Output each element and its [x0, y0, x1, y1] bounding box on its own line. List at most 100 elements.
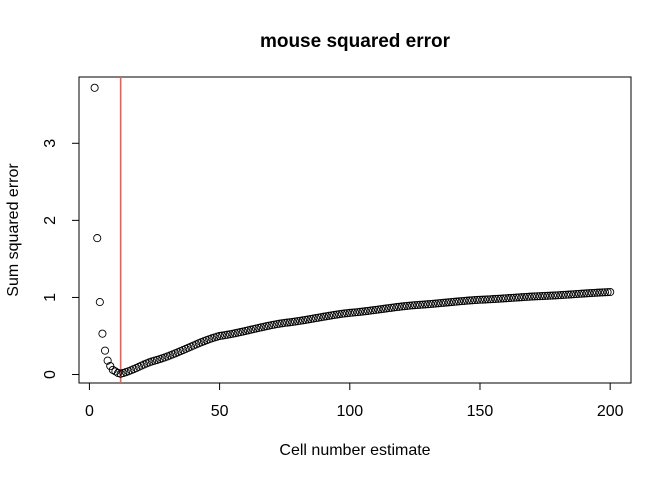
data-point	[481, 295, 490, 304]
data-point	[93, 234, 102, 243]
data-point	[324, 311, 334, 320]
x-tick-label: 100	[336, 403, 363, 420]
data-point	[501, 294, 511, 303]
data-point	[376, 305, 386, 314]
data-point	[220, 331, 229, 340]
data-point	[546, 291, 555, 300]
data-point	[314, 313, 323, 322]
data-point	[335, 310, 344, 319]
data-point	[218, 331, 227, 340]
data-point	[509, 293, 518, 302]
data-point	[363, 306, 373, 315]
data-point	[598, 288, 607, 297]
data-point	[358, 307, 367, 316]
data-point	[517, 293, 526, 302]
data-point	[100, 346, 110, 355]
data-point	[541, 291, 550, 300]
y-axis-label: Sum squared error	[5, 163, 22, 297]
data-point	[293, 317, 302, 326]
y-tick-label: 0	[42, 370, 59, 379]
data-point	[457, 297, 466, 306]
data-point	[475, 295, 485, 304]
data-point	[514, 293, 524, 302]
data-point	[374, 305, 383, 314]
data-point	[447, 298, 456, 307]
data-point	[533, 292, 542, 301]
plot-frame	[78, 76, 632, 384]
data-point	[382, 304, 391, 313]
data-point	[366, 306, 375, 315]
data-point	[442, 298, 451, 307]
y-tick-label: 2	[42, 216, 59, 225]
data-point	[311, 314, 320, 323]
data-point	[606, 287, 615, 297]
data-point	[530, 292, 539, 301]
data-point	[353, 308, 362, 317]
data-point	[593, 288, 602, 297]
data-point	[488, 295, 498, 304]
data-point	[223, 330, 232, 339]
chart-title: mouse squared error	[260, 31, 451, 52]
data-point	[413, 300, 422, 310]
data-point	[426, 299, 435, 309]
data-point	[429, 299, 438, 308]
data-point	[350, 308, 360, 317]
data-point	[600, 288, 610, 297]
data-point	[436, 299, 445, 308]
data-point	[431, 299, 440, 308]
data-point	[577, 289, 586, 298]
data-point	[327, 311, 336, 320]
data-point	[512, 293, 521, 302]
data-point	[582, 289, 591, 298]
data-point	[90, 83, 99, 92]
data-point	[496, 294, 505, 303]
data-point	[439, 298, 448, 307]
data-point	[452, 297, 461, 306]
data-point	[103, 356, 112, 365]
data-point	[564, 290, 573, 299]
data-point	[559, 290, 568, 299]
data-point	[288, 317, 297, 326]
data-point	[275, 319, 284, 328]
data-point	[569, 290, 578, 299]
data-point	[337, 309, 347, 318]
data-point	[449, 297, 458, 306]
data-point	[574, 289, 583, 298]
data-point	[345, 308, 354, 317]
data-point	[455, 297, 464, 306]
data-point	[410, 301, 419, 310]
data-point	[556, 291, 565, 300]
x-tick-label: 200	[597, 403, 624, 420]
data-point	[317, 313, 326, 322]
data-point	[465, 296, 474, 305]
data-point	[416, 300, 425, 309]
data-point	[567, 290, 576, 299]
data-point	[301, 315, 310, 324]
x-axis-label: Cell number estimate	[279, 442, 430, 459]
data-point	[395, 302, 404, 311]
y-axis: 0 1 2 3	[42, 139, 80, 379]
data-point	[478, 295, 487, 304]
data-point	[473, 295, 482, 304]
data-point	[408, 301, 417, 310]
data-point	[330, 310, 339, 320]
data-point	[283, 318, 292, 327]
data-point	[423, 300, 432, 309]
data-point	[486, 295, 495, 304]
data-point	[356, 307, 365, 316]
data-point	[507, 293, 516, 302]
data-point	[494, 294, 503, 303]
data-point	[98, 329, 107, 338]
data-point	[421, 300, 430, 309]
data-point	[361, 307, 370, 316]
data-point	[270, 320, 279, 329]
data-point	[95, 298, 104, 307]
data-point	[470, 296, 479, 305]
data-point	[280, 318, 289, 327]
data-point	[285, 318, 294, 327]
data-point	[322, 312, 331, 321]
data-point	[444, 298, 453, 307]
data-point	[387, 303, 396, 312]
data-point	[371, 305, 380, 314]
